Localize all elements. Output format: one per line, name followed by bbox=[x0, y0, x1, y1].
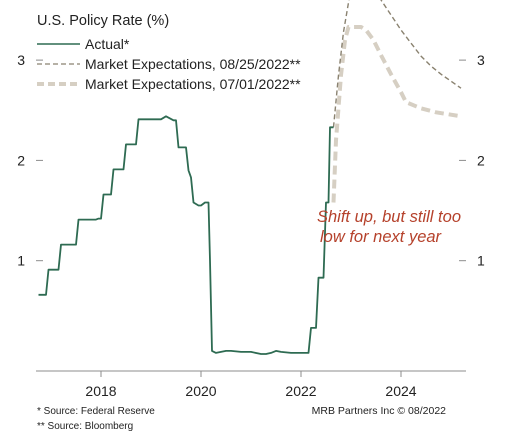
y-tick-label-left-1: 1 bbox=[17, 253, 25, 269]
x-tick-label-2022: 2022 bbox=[285, 383, 316, 399]
x-tick-label-2020: 2020 bbox=[185, 383, 216, 399]
y-tick-label-right-1: 1 bbox=[477, 253, 485, 269]
legend-label-expectations-jul: Market Expectations, 07/01/2022** bbox=[85, 76, 301, 92]
x-tick-label-2018: 2018 bbox=[85, 383, 116, 399]
legend-label-actual: Actual* bbox=[85, 36, 130, 52]
annotation-line-2: low for next year bbox=[320, 228, 443, 246]
chart-title: U.S. Policy Rate (%) bbox=[37, 13, 169, 29]
expectations-aug-line bbox=[332, 0, 462, 128]
legend: Actual* Market Expectations, 08/25/2022*… bbox=[37, 36, 301, 92]
y-tick-label-right-2: 2 bbox=[477, 152, 485, 168]
credit-label: MRB Partners Inc © 08/2022 bbox=[312, 405, 447, 417]
legend-label-expectations-aug: Market Expectations, 08/25/2022** bbox=[85, 56, 301, 72]
expectations-jul-line bbox=[331, 25, 462, 203]
axes: 2018 2020 2022 2024 1 2 3 1 2 3 bbox=[17, 52, 485, 399]
annotation-line-1: Shift up, but still too bbox=[317, 208, 461, 226]
y-ticks-right: 1 2 3 bbox=[459, 52, 485, 269]
x-tick-label-2024: 2024 bbox=[385, 383, 416, 399]
y-ticks-left: 1 2 3 bbox=[17, 52, 43, 269]
y-tick-label-right-3: 3 bbox=[477, 52, 485, 68]
y-tick-label-left-2: 2 bbox=[17, 152, 25, 168]
x-ticks: 2018 2020 2022 2024 bbox=[85, 371, 417, 399]
y-tick-label-left-3: 3 bbox=[17, 52, 25, 68]
series-layer bbox=[38, 0, 462, 355]
actual-line bbox=[38, 115, 334, 355]
footnote-2: ** Source: Bloomberg bbox=[37, 421, 133, 432]
footnote-1: * Source: Federal Reserve bbox=[37, 406, 155, 417]
